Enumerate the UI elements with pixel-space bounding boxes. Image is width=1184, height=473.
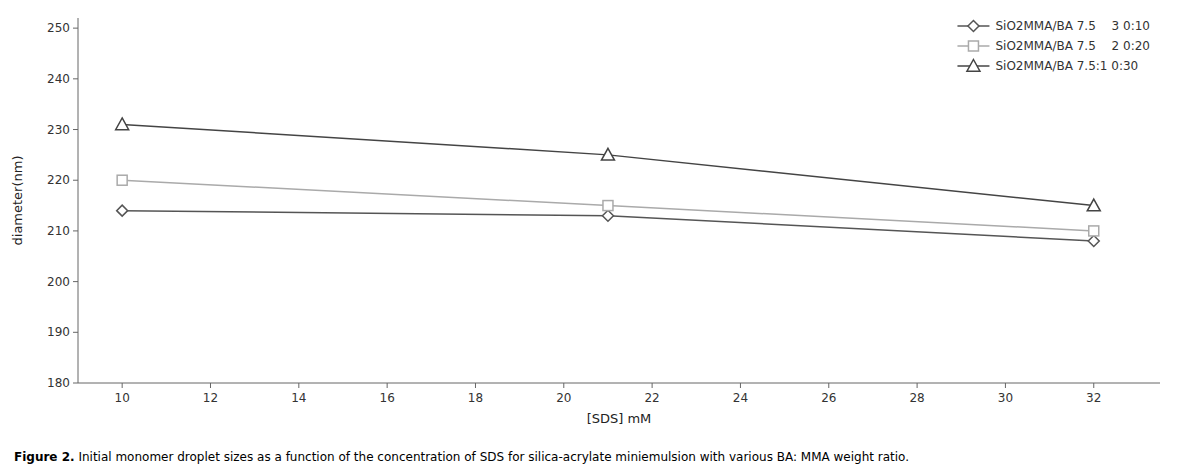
data-point [1087, 199, 1100, 211]
x-tick [563, 383, 564, 388]
series-line [122, 180, 1094, 231]
y-tick [73, 129, 78, 130]
x-tick-label: 12 [203, 391, 218, 405]
y-tick [73, 78, 78, 79]
x-tick-label: 22 [644, 391, 659, 405]
legend-marker [968, 41, 978, 51]
series [117, 175, 1099, 236]
data-point [603, 201, 613, 211]
caption-part: Initial monomer droplet sizes as a funct… [75, 450, 909, 464]
plot-area [116, 118, 1101, 247]
x-tick [298, 383, 299, 388]
data-point [1088, 236, 1099, 247]
y-tick-label: 220 [47, 173, 70, 187]
x-tick [917, 383, 918, 388]
y-tick [73, 180, 78, 181]
axes: 10 12 14 16 18 20 22 24 26 28 30 32 180 190 200 210 220 2… [47, 18, 1160, 405]
x-tick [828, 383, 829, 388]
x-tick [740, 383, 741, 388]
x-tick-label: 16 [380, 391, 395, 405]
y-tick-label: 190 [47, 325, 70, 339]
data-point [116, 118, 129, 130]
x-tick [1093, 383, 1094, 388]
y-tick [73, 28, 78, 29]
legend-label: SiO2MMA/BA 7.5 2 0:20 [995, 39, 1150, 53]
y-tick [73, 230, 78, 231]
x-tick-label: 30 [998, 391, 1013, 405]
x-tick [210, 383, 211, 388]
legend-label: SiO2MMA/BA 7.5 3 0:10 [995, 19, 1150, 33]
y-tick-label: 200 [47, 275, 70, 289]
series-line [122, 124, 1094, 205]
legend-marker [967, 60, 980, 72]
x-tick-label: 26 [821, 391, 836, 405]
x-axis-label: [SDS] mM [587, 411, 652, 426]
caption-part: Figure 2. [14, 450, 75, 464]
y-tick-label: 180 [47, 376, 70, 390]
data-point [117, 175, 127, 185]
x-tick-label: 32 [1086, 391, 1101, 405]
legend: SiO2MMA/BA 7.5 3 0:10 SiO2MMA/BA 7.5 2 0:… [957, 19, 1150, 73]
series [116, 118, 1101, 211]
caption: Figure 2. Initial monomer droplet sizes … [14, 450, 909, 464]
legend-label: SiO2MMA/BA 7.5:1 0:30 [995, 59, 1138, 73]
y-tick-label: 230 [47, 123, 70, 137]
legend-marker [968, 21, 979, 32]
x-axis-line [78, 383, 1160, 384]
y-tick [73, 332, 78, 333]
x-tick-label: 20 [556, 391, 571, 405]
data-point [602, 210, 613, 221]
chart: 10 12 14 16 18 20 22 24 26 28 30 32 180 190 200 210 220 2… [0, 0, 1184, 473]
y-tick-label: 210 [47, 224, 70, 238]
series [117, 205, 1100, 246]
data-point [1089, 226, 1099, 236]
data-point [601, 148, 614, 160]
y-axis-line [78, 18, 79, 383]
x-tick [1005, 383, 1006, 388]
data-point [117, 205, 128, 216]
x-tick [475, 383, 476, 388]
y-tick [73, 281, 78, 282]
x-tick-label: 14 [291, 391, 306, 405]
y-tick-label: 250 [47, 21, 70, 35]
y-tick-label: 240 [47, 72, 70, 86]
y-tick [73, 383, 78, 384]
x-tick-label: 24 [733, 391, 748, 405]
x-tick [387, 383, 388, 388]
series-line [122, 211, 1094, 241]
x-tick-label: 10 [115, 391, 130, 405]
y-axis-label: diameter(nm) [10, 156, 25, 246]
x-tick-label: 18 [468, 391, 483, 405]
x-tick [122, 383, 123, 388]
x-tick-label: 28 [909, 391, 924, 405]
x-tick [652, 383, 653, 388]
